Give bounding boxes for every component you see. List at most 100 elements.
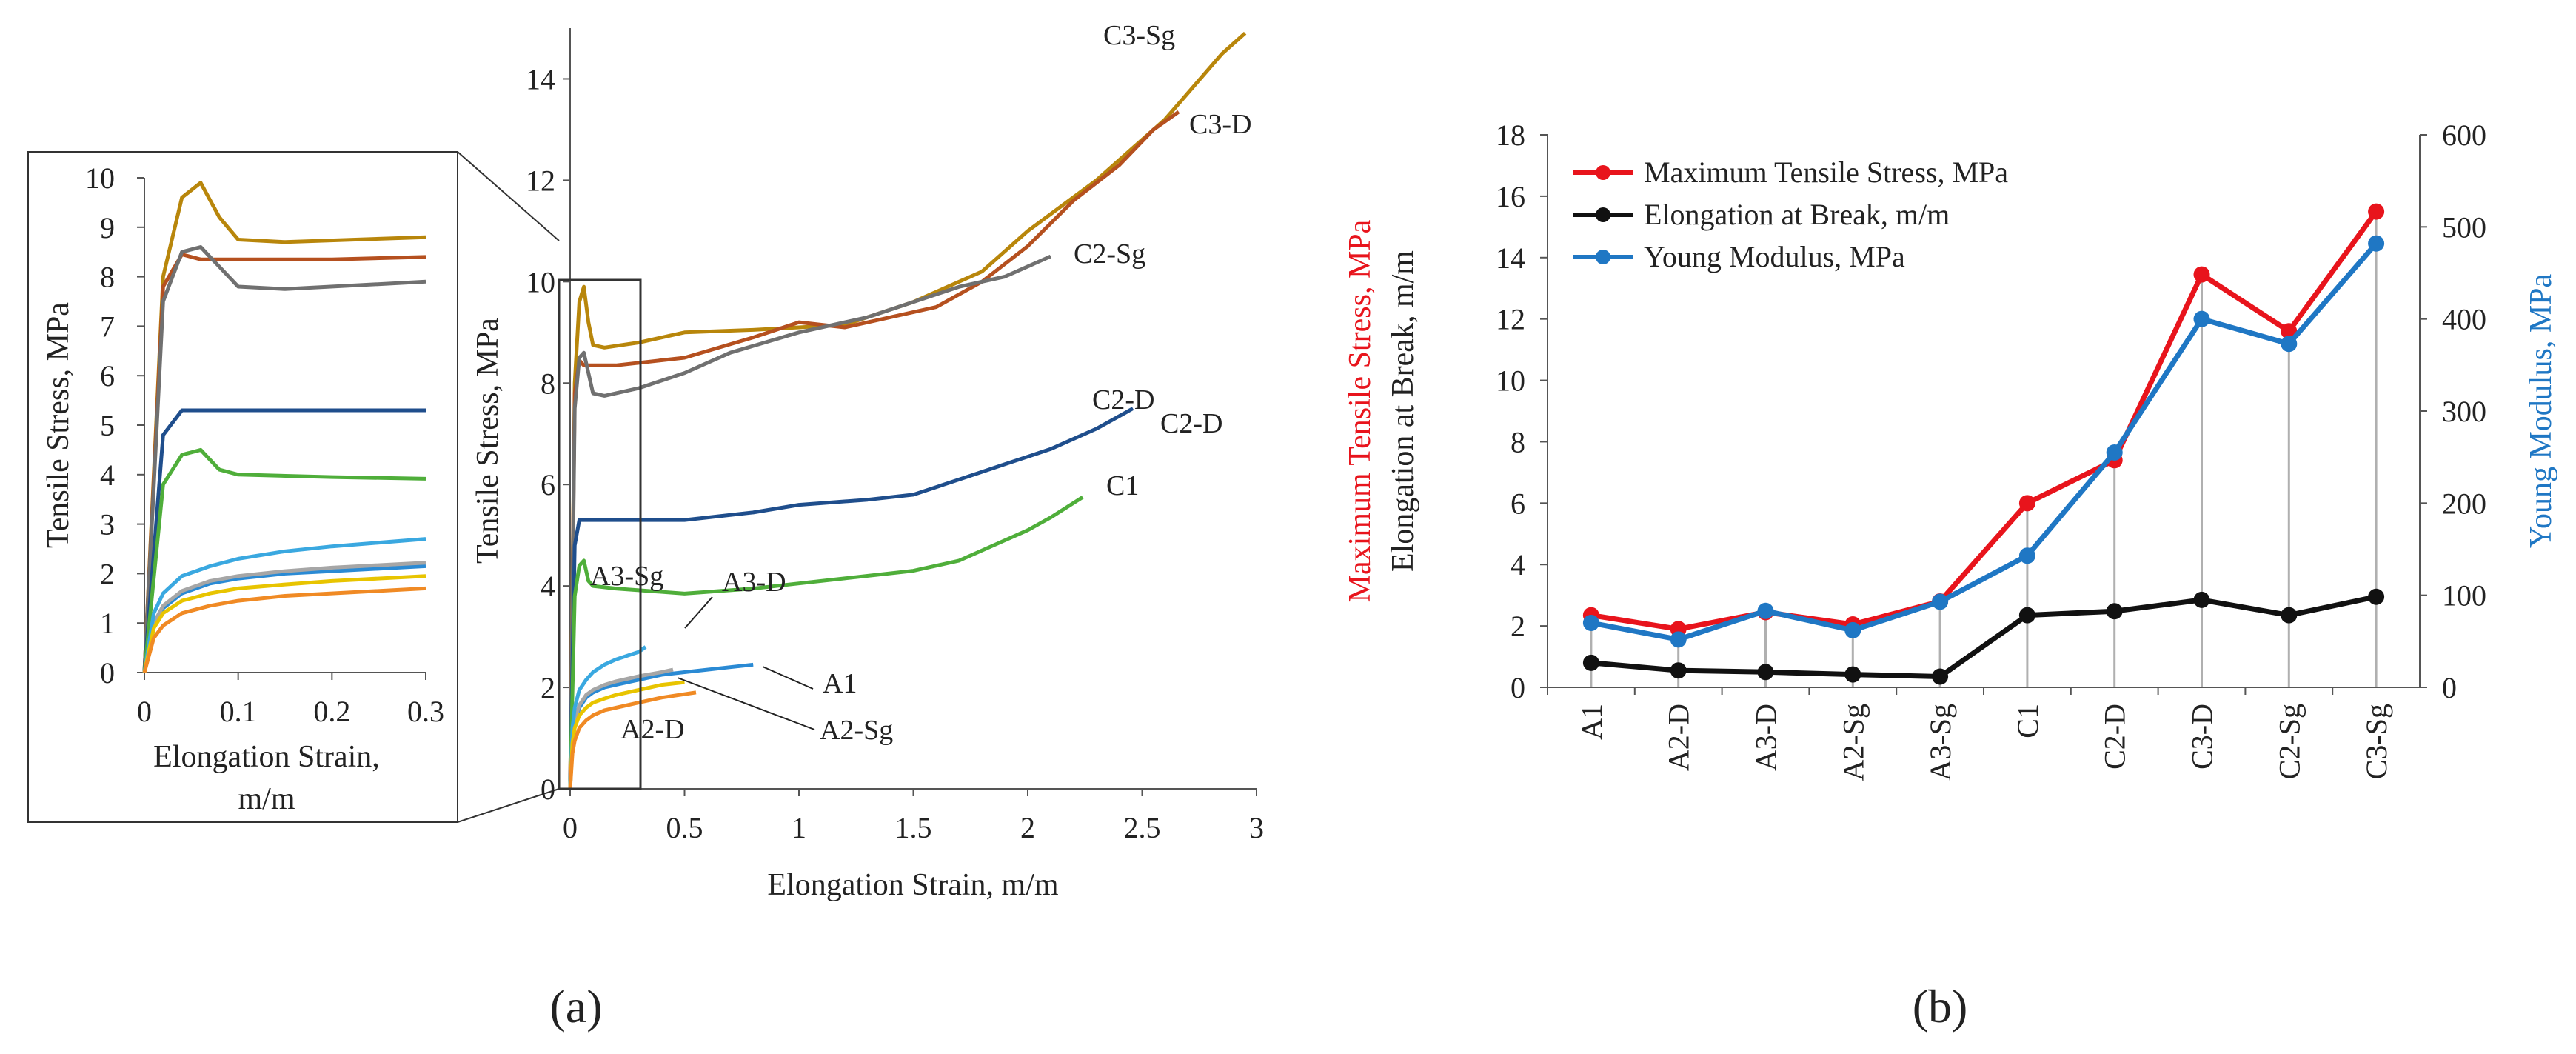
svg-text:Elongation at Break, m/m: Elongation at Break, m/m [1644,198,1950,231]
inset-chart: 0 1 2 3 4 5 6 7 8 9 10 0 0.1 0.2 0.3 Tensile Stress, … [27,151,458,823]
b-xtick-label-c3-d: C3-D [2186,704,2219,770]
b-xtick-label-c2-d: C2-D [2098,704,2132,770]
legend-item-young-modulus: Young Modulus, MPa [1573,240,1905,273]
svg-text:Young Modulus, MPa: Young Modulus, MPa [1644,240,1905,273]
b-ytick-left-label-14: 14 [1496,241,1525,275]
zoom-connector-bottom [457,788,560,823]
inset-ytick-label-9: 9 [100,211,115,244]
a-ytick-label-12: 12 [526,164,555,197]
legend: Maximum Tensile Stress, MPa Elongation a… [1573,156,2008,273]
b-xtick-label-a2-sg: A2-Sg [1836,704,1870,781]
a-ytick-label-6: 6 [541,468,555,501]
inset-curve-a3-d [142,561,426,673]
b-ytick-left-label-2: 2 [1511,610,1525,643]
curve-a2-d [568,690,697,790]
inset-frame [27,151,458,823]
b-xtick-label-a3-sg: A3-Sg [1924,704,1957,781]
legend-item-elongation: Elongation at Break, m/m [1573,198,1950,231]
series-line-young-modulus-mpa [1590,241,2378,642]
point-elongation-at-break-m-m-a3-d [1757,664,1774,681]
panel-label-b: (b) [1913,980,1968,1033]
point-elongation-at-break-m-m-c3-sg [2368,588,2385,605]
b-y-axis-label-red: Maximum Tensile Stress, MPa [1343,219,1377,602]
b-xtick-label-a1: A1 [1575,704,1608,740]
inset-xtick-label-0: 0 [137,695,152,728]
inset-curve-c1 [142,447,426,673]
b-ytick-right-label-300: 300 [2442,395,2486,428]
point-young-modulus-mpa-c3-d [2193,310,2210,327]
inset-curve-c2-d [142,408,426,673]
b-ytick-left-label-16: 16 [1496,180,1525,213]
b-xtick-label-c1: C1 [2011,704,2044,738]
point-young-modulus-mpa-c1 [2018,547,2035,564]
inset-ytick-label-2: 2 [100,557,115,590]
inset-curve-c2-sg [142,245,426,673]
inset-x-axis-label-line2: m/m [238,782,295,816]
b-ytick-left-label-18: 18 [1496,119,1525,152]
b-xtick-label-c3-sg: C3-Sg [2360,704,2393,779]
point-young-modulus-mpa-c2-d [2106,444,2123,461]
tensile-curves-chart: 0 2 4 6 8 10 12 14 0 0.5 1 1.5 2 2.5 3 Tensile Stress… [471,20,1264,1033]
label-a1: A1 [823,668,857,699]
point-young-modulus-mpa-a2-d [1670,631,1687,648]
a-xtick-label-0-5: 0.5 [666,811,703,844]
a-xtick-label-2-5: 2.5 [1124,811,1161,844]
b-ytick-left-label-8: 8 [1511,425,1525,458]
inset-curve-a2-sg [142,574,426,673]
svg-text:Maximum Tensile Stress, MPa: Maximum Tensile Stress, MPa [1644,156,2008,189]
b-ytick-right-label-0: 0 [2442,671,2457,704]
b-y-axis-label-black: Elongation at Break, m/m [1386,250,1420,572]
label-c1: C1 [1106,470,1139,501]
properties-chart: 0 2 4 6 8 10 12 14 16 18 0 100 200 300 400 500 600 A1 A2… [1343,119,2558,1033]
leader-a2-sg [677,677,815,730]
b-xtick-label-a2-d: A2-D [1662,704,1696,771]
point-elongation-at-break-m-m-a2-sg [1844,666,1861,683]
b-ytick-left-label-0: 0 [1511,671,1525,704]
point-elongation-at-break-m-m-c2-sg [2281,607,2298,624]
point-elongation-at-break-m-m-c3-d [2193,591,2210,608]
inset-xtick-label-0-2: 0.2 [313,695,350,728]
label-a2-sg: A2-Sg [820,715,893,746]
inset-ytick-label-3: 3 [100,508,115,541]
series-line-maximum-tensile-stress-mpa [1590,210,2378,632]
inset-curve-a1 [142,564,426,673]
point-young-modulus-mpa-c2-sg [2281,336,2298,353]
point-young-modulus-mpa-a3-sg [1932,593,1949,610]
inset-ytick-label-0: 0 [100,656,115,690]
b-ytick-left-label-4: 4 [1511,548,1525,581]
point-maximum-tensile-stress-mpa-c1 [2018,495,2035,512]
point-maximum-tensile-stress-mpa-c3-sg [2368,203,2385,220]
b-xtick-label-c2-sg: C2-Sg [2272,704,2306,779]
point-elongation-at-break-m-m-c1 [2018,607,2035,624]
inset-y-axis-label: Tensile Stress, MPa [41,302,76,548]
label-c2-sg: C2-Sg [1074,239,1145,270]
inset-curve-c3-sg [142,181,426,673]
series-line-elongation-at-break-m-m [1590,594,2377,679]
b-ytick-right-label-400: 400 [2442,303,2486,336]
a-ytick-label-4: 4 [541,570,555,603]
point-elongation-at-break-m-m-a3-sg [1932,668,1949,685]
inset-ytick-label-4: 4 [100,458,115,492]
inset-ytick-label-6: 6 [100,359,115,393]
point-young-modulus-mpa-a3-d [1757,602,1774,619]
inset-xtick-label-0-3: 0.3 [407,695,444,728]
leader-a3-d [684,596,713,629]
b-y-axis-label-right: Young Modulus, MPa [2524,273,2558,548]
a-xtick-label-1: 1 [792,811,806,844]
curve-a3-sg [568,645,647,790]
point-young-modulus-mpa-a2-sg [1844,621,1861,638]
b-xtick-label-a3-d: A3-D [1750,704,1783,771]
inset-x-axis-label-line1: Elongation Strain, [153,740,380,774]
label-a3-sg: A3-Sg [590,561,663,592]
a-ytick-label-10: 10 [526,265,555,298]
a-y-axis-label: Tensile Stress, MPa [471,318,505,564]
inset-ytick-label-7: 7 [100,310,115,343]
label-c2-d-1: C2-D [1092,384,1154,416]
curve-c2-d [568,407,1134,790]
inset-ytick-label-10: 10 [85,161,115,195]
inset-xtick-label-0-1: 0.1 [220,695,257,728]
label-c3-d: C3-D [1189,109,1251,140]
a-xtick-label-0: 0 [563,811,578,844]
point-elongation-at-break-m-m-c2-d [2106,603,2123,620]
